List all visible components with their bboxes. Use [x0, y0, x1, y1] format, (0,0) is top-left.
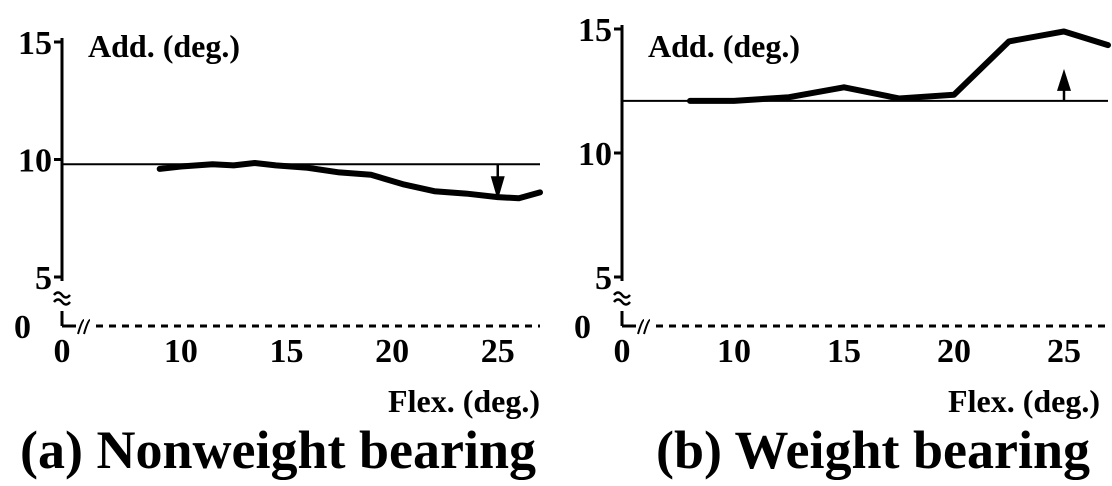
x-tick-label: 15 [269, 333, 303, 370]
x-axis-label: Flex. (deg.) [948, 383, 1100, 419]
y-tick-label: 15 [18, 25, 52, 62]
x-axis-label: Flex. (deg.) [388, 383, 540, 419]
x-tick-label: 20 [937, 333, 971, 370]
y-origin-label: 0 [574, 309, 591, 346]
y-axis-label: Add. (deg.) [88, 28, 240, 64]
y-axis-break-mark [613, 291, 631, 306]
x-tick-label: 10 [164, 333, 198, 370]
x-axis-break-mark [77, 319, 91, 335]
x-tick-label: 25 [1047, 333, 1081, 370]
panel-weight-bearing: 5 10 15 0 10 15 20 25 0 Add. (deg.) Flex. (deg.)(b… [574, 12, 1111, 480]
y-axis-label: Add. (deg.) [648, 28, 800, 64]
panel-caption: (a) Nonweight bearing [20, 420, 536, 480]
y-tick-label: 10 [578, 136, 612, 173]
y-tick-label: 5 [595, 260, 612, 297]
x-origin-label: 0 [54, 333, 71, 370]
y-tick-label: 15 [578, 12, 612, 49]
x-tick-label: 15 [827, 333, 861, 370]
x-origin-label: 0 [614, 333, 631, 370]
data-series-line [687, 28, 1111, 104]
data-series-line [156, 160, 543, 202]
y-origin-label: 0 [14, 309, 31, 346]
x-axis-break-mark [637, 319, 651, 335]
arrow-up-head [1057, 68, 1071, 91]
panel-nonweight-bearing: 5 10 15 0 10 15 20 25 0 Add. (deg.) Flex. (deg.)(a… [14, 25, 543, 480]
y-tick-label: 5 [35, 260, 52, 297]
y-tick-label: 10 [18, 143, 52, 180]
x-tick-label: 20 [375, 333, 409, 370]
arrow-down-head [490, 176, 505, 201]
x-tick-label: 25 [481, 333, 515, 370]
y-axis-break-mark [53, 291, 71, 306]
panel-caption: (b) Weight bearing [656, 420, 1090, 480]
x-tick-label: 10 [717, 333, 751, 370]
